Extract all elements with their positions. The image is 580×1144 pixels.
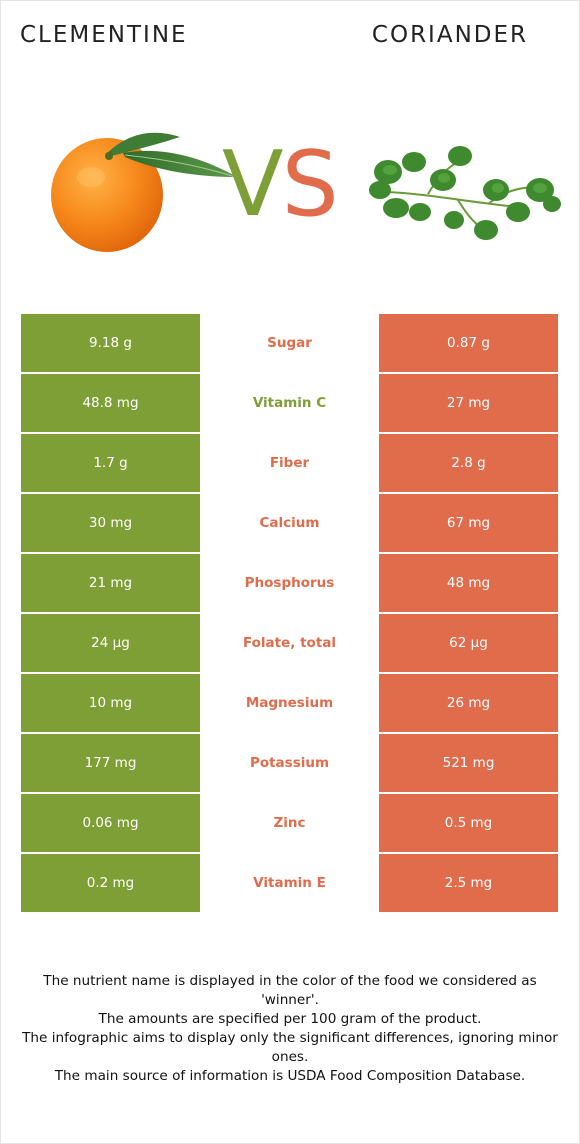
- nutrient-name-cell: Vitamin E: [200, 854, 379, 912]
- right-value-cell: 62 µg: [379, 614, 558, 672]
- nutrient-name-cell: Fiber: [200, 434, 379, 492]
- table-row: 1.7 g Fiber 2.8 g: [21, 434, 558, 492]
- left-value-cell: 1.7 g: [21, 434, 200, 492]
- left-value-cell: 0.06 mg: [21, 794, 200, 852]
- right-food-title: CORIANDER: [371, 22, 528, 48]
- nutrient-name-cell: Potassium: [200, 734, 379, 792]
- footer-note: The amounts are specified per 100 gram o…: [98, 1011, 482, 1027]
- left-value-cell: 30 mg: [21, 494, 200, 552]
- nutrient-name-cell: Phosphorus: [200, 554, 379, 612]
- footer-notes: The nutrient name is displayed in the co…: [20, 972, 560, 1086]
- left-value-cell: 177 mg: [21, 734, 200, 792]
- left-value-cell: 10 mg: [21, 674, 200, 732]
- left-value-cell: 21 mg: [21, 554, 200, 612]
- footer-note: The main source of information is USDA F…: [54, 1068, 526, 1084]
- table-row: 48.8 mg Vitamin C 27 mg: [21, 374, 558, 432]
- right-value-cell: 48 mg: [379, 554, 558, 612]
- left-value-cell: 9.18 g: [21, 314, 200, 372]
- nutrient-name-cell: Calcium: [200, 494, 379, 552]
- table-row: 0.2 mg Vitamin E 2.5 mg: [21, 854, 558, 912]
- vs-label: VS: [222, 140, 339, 230]
- table-row: 9.18 g Sugar 0.87 g: [21, 314, 558, 372]
- table-row: 0.06 mg Zinc 0.5 mg: [21, 794, 558, 852]
- left-food-title: CLEMENTINE: [20, 22, 188, 48]
- right-value-cell: 521 mg: [379, 734, 558, 792]
- nutrient-name-cell: Magnesium: [200, 674, 379, 732]
- right-value-cell: 2.5 mg: [379, 854, 558, 912]
- right-value-cell: 27 mg: [379, 374, 558, 432]
- vs-v-letter: V: [222, 132, 284, 237]
- right-value-cell: 0.87 g: [379, 314, 558, 372]
- vs-s-letter: S: [281, 132, 339, 237]
- table-row: 21 mg Phosphorus 48 mg: [21, 554, 558, 612]
- table-row: 10 mg Magnesium 26 mg: [21, 674, 558, 732]
- nutrient-comparison-table: 9.18 g Sugar 0.87 g 48.8 mg Vitamin C 27 mg 1.…: [21, 314, 558, 914]
- right-value-cell: 2.8 g: [379, 434, 558, 492]
- nutrient-name-cell: Sugar: [200, 314, 379, 372]
- nutrient-name-cell: Folate, total: [200, 614, 379, 672]
- footer-note: The nutrient name is displayed in the co…: [43, 973, 537, 1008]
- table-row: 24 µg Folate, total 62 µg: [21, 614, 558, 672]
- left-value-cell: 0.2 mg: [21, 854, 200, 912]
- right-value-cell: 0.5 mg: [379, 794, 558, 852]
- table-row: 30 mg Calcium 67 mg: [21, 494, 558, 552]
- footer-note: The infographic aims to display only the…: [22, 1030, 558, 1065]
- left-value-cell: 48.8 mg: [21, 374, 200, 432]
- nutrient-name-cell: Vitamin C: [200, 374, 379, 432]
- right-value-cell: 67 mg: [379, 494, 558, 552]
- coriander-image: [369, 146, 561, 240]
- nutrient-name-cell: Zinc: [200, 794, 379, 852]
- right-value-cell: 26 mg: [379, 674, 558, 732]
- left-value-cell: 24 µg: [21, 614, 200, 672]
- table-row: 177 mg Potassium 521 mg: [21, 734, 558, 792]
- clementine-image: [51, 132, 237, 252]
